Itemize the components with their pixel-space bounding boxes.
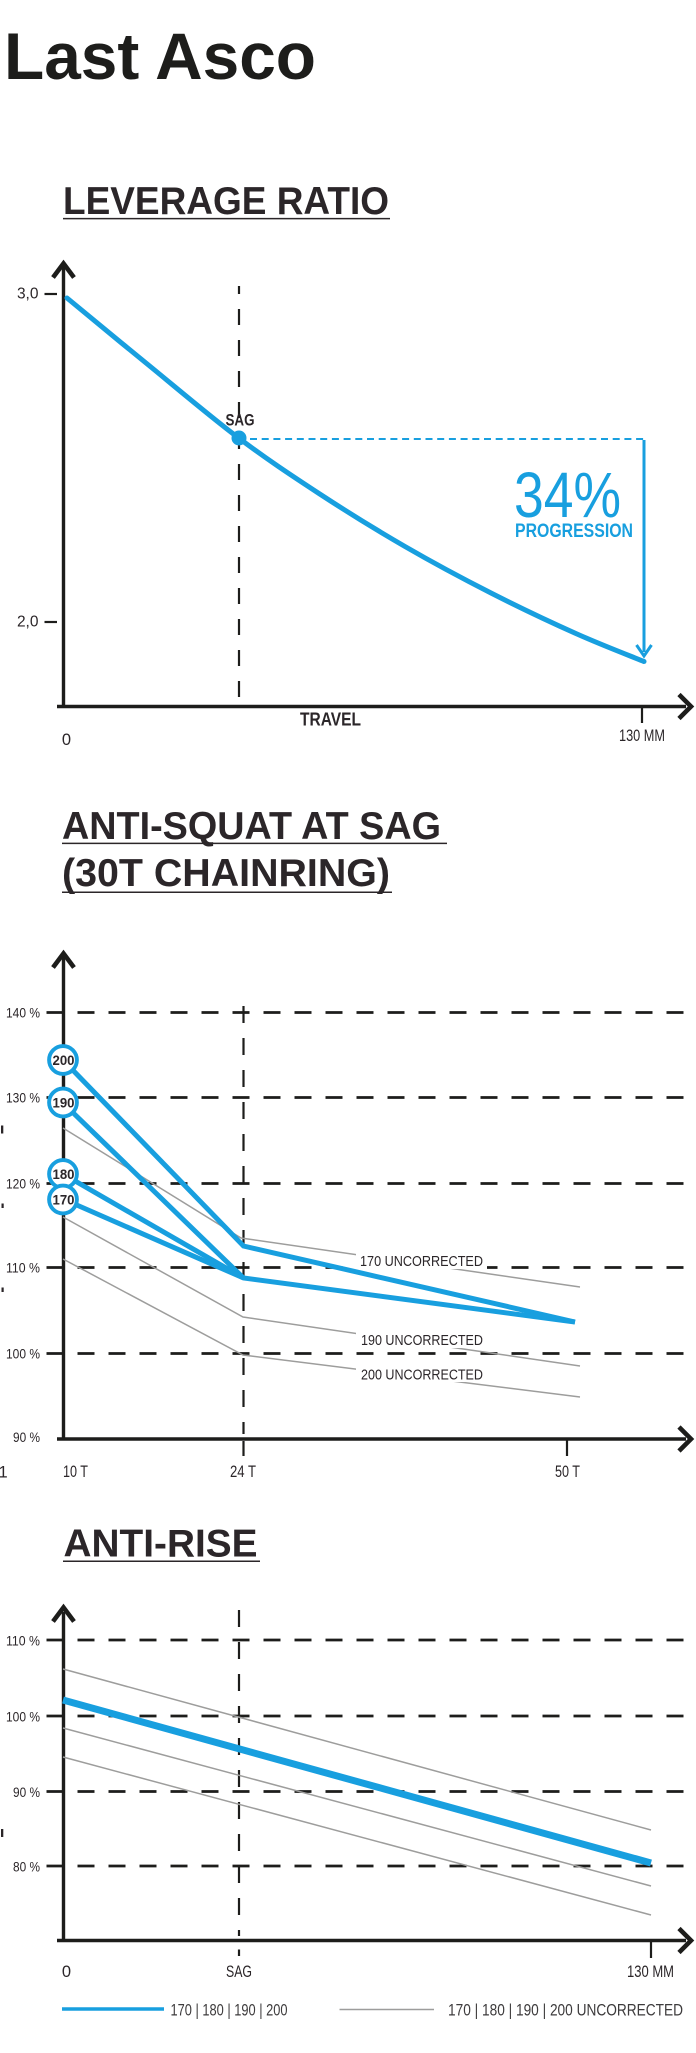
svg-text:130 MM: 130 MM (627, 1963, 674, 1981)
svg-text:2,0: 2,0 (17, 614, 39, 631)
svg-text:90 %: 90 % (13, 1784, 40, 1800)
svg-text:140 %: 140 % (6, 1005, 40, 1021)
svg-text:200: 200 (53, 1052, 75, 1068)
svg-text:PROGRESSION: PROGRESSION (515, 521, 633, 542)
svg-text:10 T: 10 T (63, 1463, 88, 1481)
svg-text:200 UNCORRECTED: 200 UNCORRECTED (361, 1367, 483, 1384)
svg-text:100 %: 100 % (6, 1346, 40, 1362)
svg-text:170: 170 (53, 1192, 75, 1208)
svg-text:90 %: 90 % (13, 1429, 40, 1445)
svg-text:80 %: 80 % (13, 1859, 40, 1875)
svg-text:170 | 180 | 190 | 200 UNCORREC: 170 | 180 | 190 | 200 UNCORRECTED (448, 2002, 683, 2020)
svg-text:(30T CHAINRING): (30T CHAINRING) (62, 852, 390, 895)
svg-text:110 %: 110 % (6, 1260, 40, 1276)
svg-text:130 %: 130 % (6, 1090, 40, 1106)
svg-text:170 UNCORRECTED: 170 UNCORRECTED (360, 1253, 483, 1270)
svg-text:1: 1 (0, 1464, 8, 1482)
svg-text:LEVERAGE RATIO: LEVERAGE RATIO (63, 180, 389, 223)
svg-text:34%: 34% (514, 459, 621, 531)
svg-text:SAG: SAG (226, 1963, 252, 1981)
svg-text:0: 0 (62, 1963, 71, 1981)
svg-text:0: 0 (62, 731, 71, 749)
svg-text:180: 180 (53, 1166, 75, 1182)
svg-text:130 MM: 130 MM (619, 727, 665, 745)
svg-text:SAG: SAG (226, 412, 255, 430)
svg-text:120 %: 120 % (6, 1176, 40, 1192)
svg-text:ANTI-SQUAT AT SAG: ANTI-SQUAT AT SAG (62, 805, 441, 848)
svg-text:ANTI-RISE: ANTI-RISE (64, 1523, 258, 1566)
svg-text:24 T: 24 T (230, 1463, 256, 1481)
svg-text:3,0: 3,0 (17, 286, 39, 303)
svg-text:TRAVEL: TRAVEL (300, 710, 361, 730)
svg-text:50 T: 50 T (555, 1463, 580, 1481)
svg-text:100 %: 100 % (6, 1709, 40, 1725)
svg-text:Last Asco: Last Asco (4, 19, 316, 93)
svg-text:170 | 180 | 190 | 200: 170 | 180 | 190 | 200 (171, 2002, 288, 2020)
svg-text:190 UNCORRECTED: 190 UNCORRECTED (361, 1332, 483, 1349)
svg-text:190: 190 (53, 1095, 75, 1111)
svg-text:110 %: 110 % (6, 1633, 40, 1649)
